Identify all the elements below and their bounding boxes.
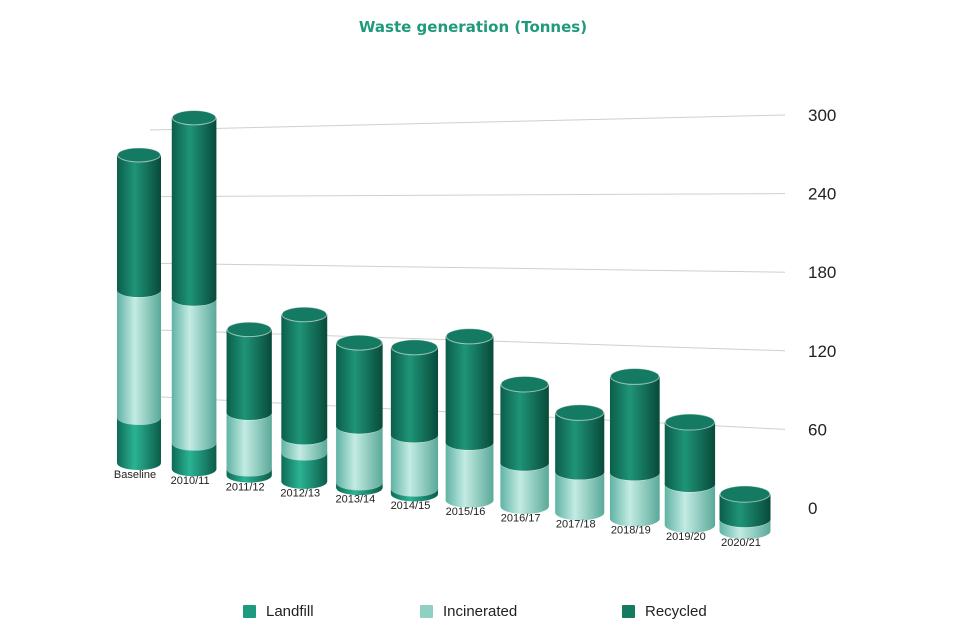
bar-stack[interactable] [664,413,716,533]
bar-segment-recycled[interactable] [171,110,217,306]
legend-item-landfill[interactable]: Landfill [243,603,314,620]
x-tick-label: 2018/19 [611,525,651,537]
x-tick-label: 2013/14 [335,494,375,506]
x-tick-label: 2016/17 [501,512,541,524]
x-tick-label: 2019/20 [666,531,706,543]
x-tick-label: 2020/21 [721,537,761,549]
x-tick-label: 2012/13 [280,488,320,500]
legend-item-recycled[interactable]: Recycled [622,603,707,620]
y-tick-label: 120 [808,342,836,361]
bar-top-cap [719,485,771,503]
bar-body [664,422,716,484]
bar-stack[interactable] [117,147,161,471]
bar-body [390,347,439,435]
legend-swatch-recycled [622,605,635,618]
legend-swatch-incinerated [420,605,433,618]
bar-body [117,417,161,463]
y-axis: 0 60 120 180 240 300 [808,106,836,518]
bar-stack[interactable] [226,321,272,483]
y-tick-label: 240 [808,185,836,204]
legend-item-incinerated[interactable]: Incinerated [420,603,517,620]
bar-segment-recycled[interactable] [609,368,660,481]
bar-segment-recycled[interactable] [336,334,383,434]
bar-body [445,442,494,501]
x-tick-label: 2017/18 [556,518,596,530]
bar-segment-recycled[interactable] [500,375,549,471]
x-tick-label: 2014/15 [391,500,431,512]
legend-swatch-landfill [243,605,256,618]
bar-stack[interactable] [719,485,771,540]
legend: Landfill Incinerated Recycled [0,603,960,625]
bar-top-cap [281,306,328,323]
bar-top-cap [171,110,217,126]
bars [117,110,771,540]
bar-stack[interactable] [445,328,494,508]
x-tick-label: Baseline [114,469,156,481]
bar-top-cap [117,147,161,163]
x-tick-label: 2015/16 [446,506,486,518]
bar-body [445,336,494,443]
y-tick-label: 60 [808,420,827,439]
x-tick-label: 2011/12 [226,481,265,493]
bar-body [336,342,383,427]
bar-segment-incinerated[interactable] [171,291,217,451]
gridline [149,262,786,273]
bar-body [226,412,272,469]
bar-stack[interactable] [171,110,217,477]
bar-segment-recycled[interactable] [445,328,494,451]
x-tick-label: 2010/11 [171,475,210,487]
bar-segment-recycled[interactable] [664,413,716,493]
bar-body [117,290,161,418]
bar-stack[interactable] [609,368,660,527]
bar-top-cap [500,375,549,393]
bar-body [390,435,439,489]
bar-top-cap [336,334,383,351]
y-tick-label: 300 [808,106,836,125]
bar-stack[interactable] [336,334,383,496]
bar-stack[interactable] [390,339,439,502]
bar-segment-recycled[interactable] [281,306,328,445]
legend-label-landfill: Landfill [266,603,314,620]
bar-top-cap [226,321,272,338]
bar-stack[interactable] [500,375,549,515]
bar-segment-recycled[interactable] [555,404,605,480]
bar-body [171,117,217,299]
y-tick-label: 0 [808,499,817,518]
bar-segment-recycled[interactable] [117,147,161,298]
y-tick-label: 180 [808,263,836,282]
gridline [149,193,786,198]
bar-top-cap [664,413,716,431]
bar-body [171,298,217,444]
bar-segment-recycled[interactable] [226,321,272,421]
legend-label-incinerated: Incinerated [443,603,518,620]
bar-segment-recycled[interactable] [719,485,771,528]
bar-body [226,329,272,413]
bar-body [281,314,328,438]
bar-stack[interactable] [555,404,605,521]
bar-body [500,384,549,463]
bar-body [555,412,605,472]
bar-body [117,154,161,291]
bar-top-cap [609,368,660,385]
x-axis: Baseline 2010/11 2011/12 2012/13 2013/14 2014… [114,469,761,549]
bar-stack[interactable] [281,306,328,489]
bar-top-cap [555,404,605,421]
bar-top-cap [390,339,439,356]
legend-label-recycled: Recycled [645,603,707,620]
bar-segment-recycled[interactable] [390,339,439,443]
bar-top-cap [445,328,494,345]
chart-title: Waste generation (Tonnes) [358,18,588,36]
bar-body [336,426,383,483]
bar-body [609,376,660,473]
gridline [149,114,786,131]
bar-segment-incinerated[interactable] [117,282,161,425]
